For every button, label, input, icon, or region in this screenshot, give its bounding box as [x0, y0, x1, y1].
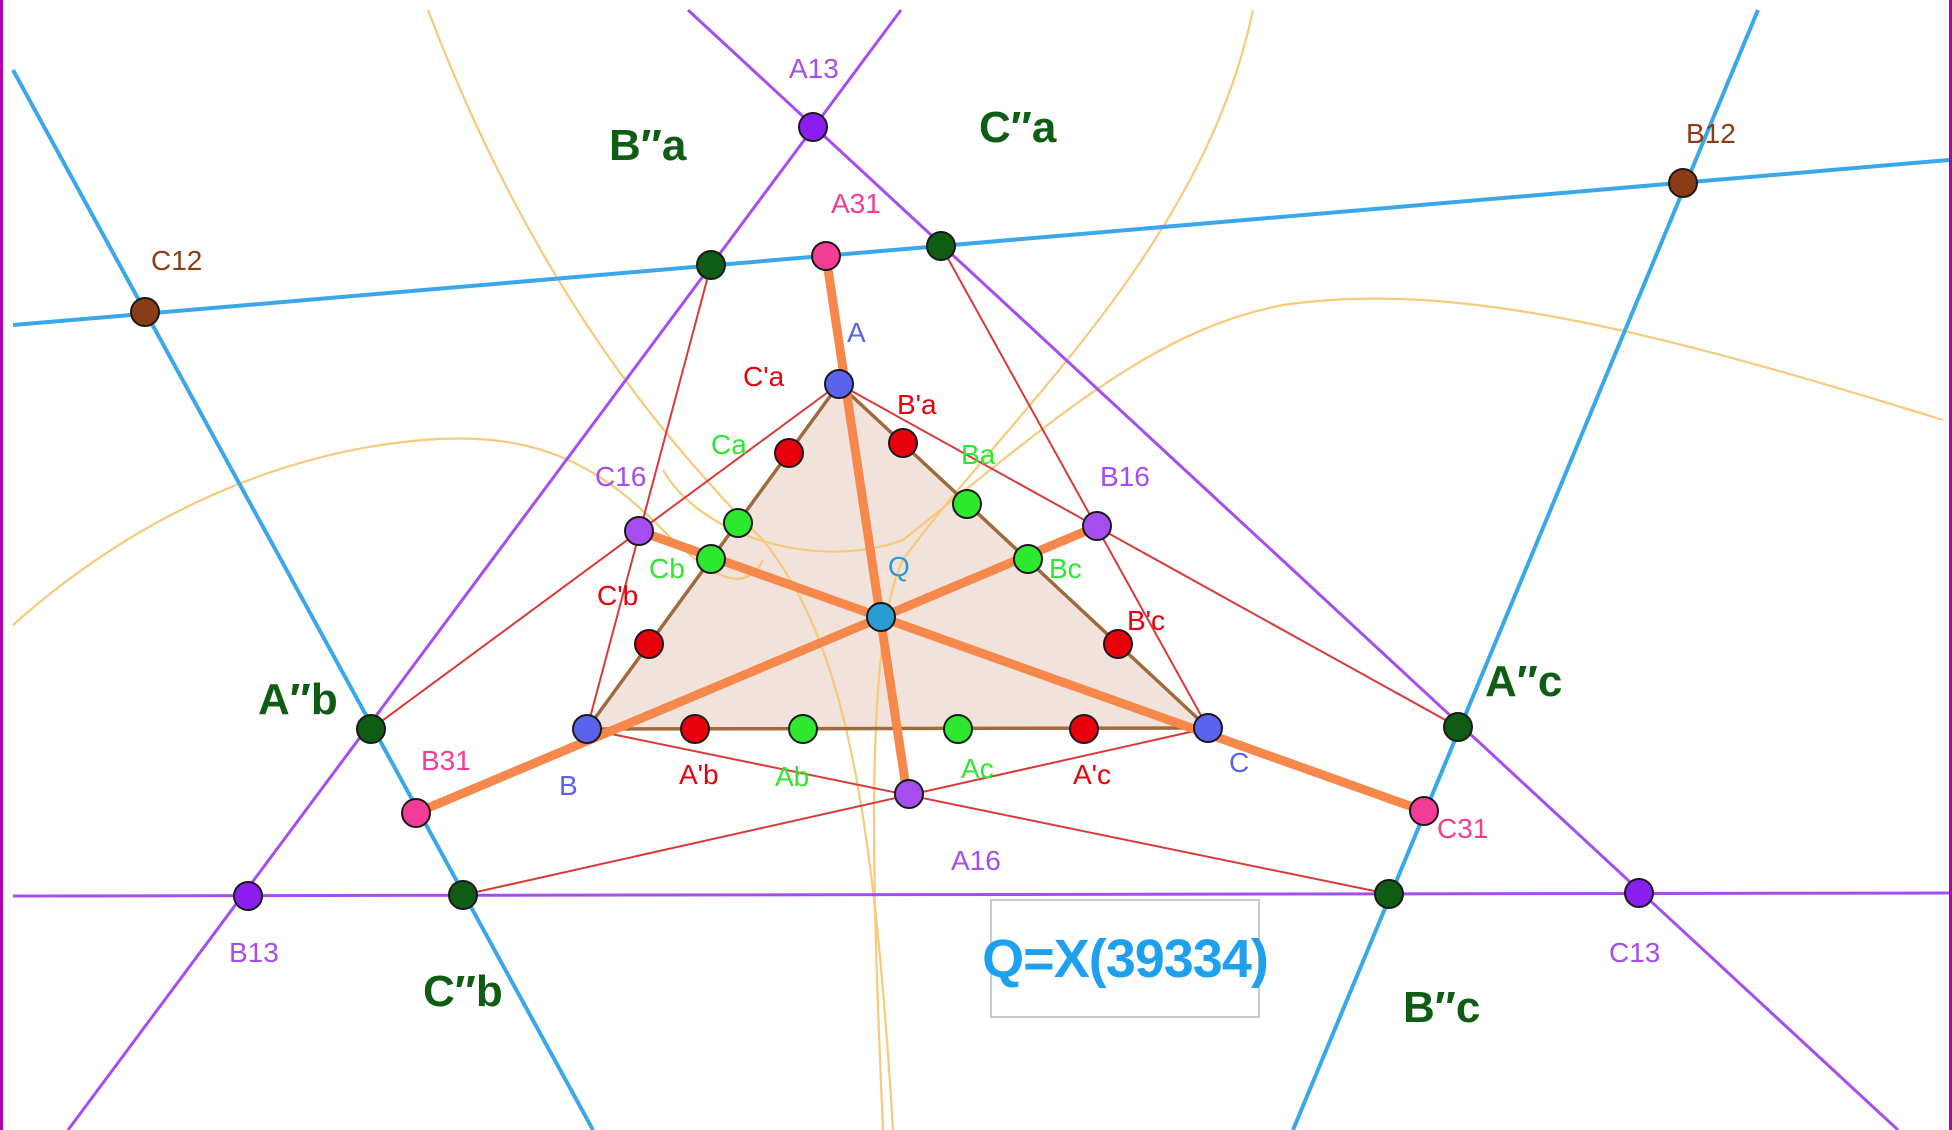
- label-c31: C31: [1437, 813, 1488, 844]
- point-b16: [1082, 511, 1112, 541]
- thin-red-lines: [370, 245, 1459, 896]
- label-ba-p: B'a: [897, 389, 937, 420]
- point-ca-p: [774, 438, 804, 468]
- purple-line-bottom: [12, 891, 1949, 898]
- label-b31: B31: [421, 745, 471, 776]
- purple-line-left: [66, 9, 903, 1130]
- label-ab-pp: A″b: [258, 675, 338, 724]
- point-ac: [943, 714, 973, 744]
- point-c12: [130, 297, 160, 327]
- label-c13: C13: [1609, 937, 1660, 968]
- label-bc: Bc: [1049, 553, 1082, 584]
- red-line-4: [838, 383, 1459, 728]
- point-a16: [894, 779, 924, 809]
- point-ca: [723, 508, 753, 538]
- label-ca-pp: C″a: [979, 103, 1057, 152]
- red-line-3: [370, 383, 840, 730]
- point-c16: [624, 516, 654, 546]
- blue-line-left: [11, 69, 595, 1130]
- point-a31: [811, 241, 841, 271]
- point-cb-pp: [448, 880, 478, 910]
- point-b13: [233, 881, 263, 911]
- triangle-abc-fill: [587, 384, 1208, 729]
- label-a: A: [847, 317, 866, 348]
- label-c16: C16: [595, 461, 646, 492]
- point-bc-p: [1103, 629, 1133, 659]
- point-c31: [1409, 796, 1439, 826]
- label-b16: B16: [1100, 461, 1150, 492]
- label-ba: Ba: [961, 439, 996, 470]
- red-line-1: [586, 264, 712, 730]
- point-a13: [798, 112, 828, 142]
- point-cb: [696, 544, 726, 574]
- cevian-a31-a16: [821, 251, 912, 799]
- label-bc-p: B'c: [1127, 605, 1165, 636]
- points: [130, 112, 1698, 911]
- label-b: B: [559, 770, 578, 801]
- label-ac: Ac: [961, 753, 994, 784]
- geometry-diagram: A B C Q A13 B13 C13 A16 B16 C16 A31 B31 …: [11, 8, 1949, 1130]
- label-a13: A13: [789, 53, 839, 84]
- point-c: [1193, 713, 1223, 743]
- point-ab: [788, 714, 818, 744]
- point-bc: [1013, 544, 1043, 574]
- cevian-lines: [411, 251, 1429, 818]
- cevian-b31-b16: [411, 521, 1103, 818]
- point-cb-p: [634, 629, 664, 659]
- cevian-c16-c31: [634, 526, 1429, 816]
- label-ac-p: A'c: [1073, 759, 1111, 790]
- label-ca: Ca: [711, 429, 747, 460]
- conic-branch-1: [426, 9, 895, 1130]
- point-ba-pp: [696, 250, 726, 280]
- conic-branch-2: [872, 9, 1255, 1130]
- point-ba-p: [888, 428, 918, 458]
- blue-line-top: [12, 158, 1949, 327]
- label-cb-p: C'b: [597, 580, 638, 611]
- label-ca-p: C'a: [743, 361, 785, 392]
- label-q: Q: [888, 551, 910, 582]
- label-ab-p: A'b: [679, 759, 719, 790]
- label-a16: A16: [951, 845, 1001, 876]
- label-a31: A31: [831, 188, 881, 219]
- point-ca-pp: [926, 231, 956, 261]
- point-ac-pp: [1443, 712, 1473, 742]
- point-labels: A B C Q A13 B13 C13 A16 B16 C16 A31 B31 …: [151, 53, 1736, 1032]
- point-ab-pp: [356, 714, 386, 744]
- label-bc-pp: B″c: [1403, 983, 1480, 1032]
- label-cb-pp: C″b: [423, 967, 503, 1016]
- red-line-5: [462, 727, 1209, 896]
- red-line-6: [586, 728, 1390, 895]
- point-b31: [401, 798, 431, 828]
- label-b12: B12: [1686, 118, 1736, 149]
- label-ab: Ab: [775, 761, 809, 792]
- label-cb: Cb: [649, 553, 685, 584]
- caption-box: Q=X(39334): [982, 899, 1269, 1018]
- point-ba: [952, 489, 982, 519]
- label-ba-pp: B″a: [609, 121, 687, 170]
- point-bc-pp: [1374, 879, 1404, 909]
- caption-text: Q=X(39334): [982, 928, 1269, 989]
- red-line-2: [940, 245, 1209, 729]
- point-a: [824, 369, 854, 399]
- point-ac-p: [1069, 714, 1099, 744]
- point-q: [866, 602, 896, 632]
- point-c13: [1624, 878, 1654, 908]
- label-c: C: [1229, 747, 1249, 778]
- purple-line-right: [686, 8, 1900, 1130]
- label-ac-pp: A″c: [1485, 657, 1562, 706]
- point-b: [572, 714, 602, 744]
- point-ab-p: [680, 714, 710, 744]
- point-b12: [1668, 168, 1698, 198]
- label-c12: C12: [151, 245, 202, 276]
- label-b13: B13: [229, 937, 279, 968]
